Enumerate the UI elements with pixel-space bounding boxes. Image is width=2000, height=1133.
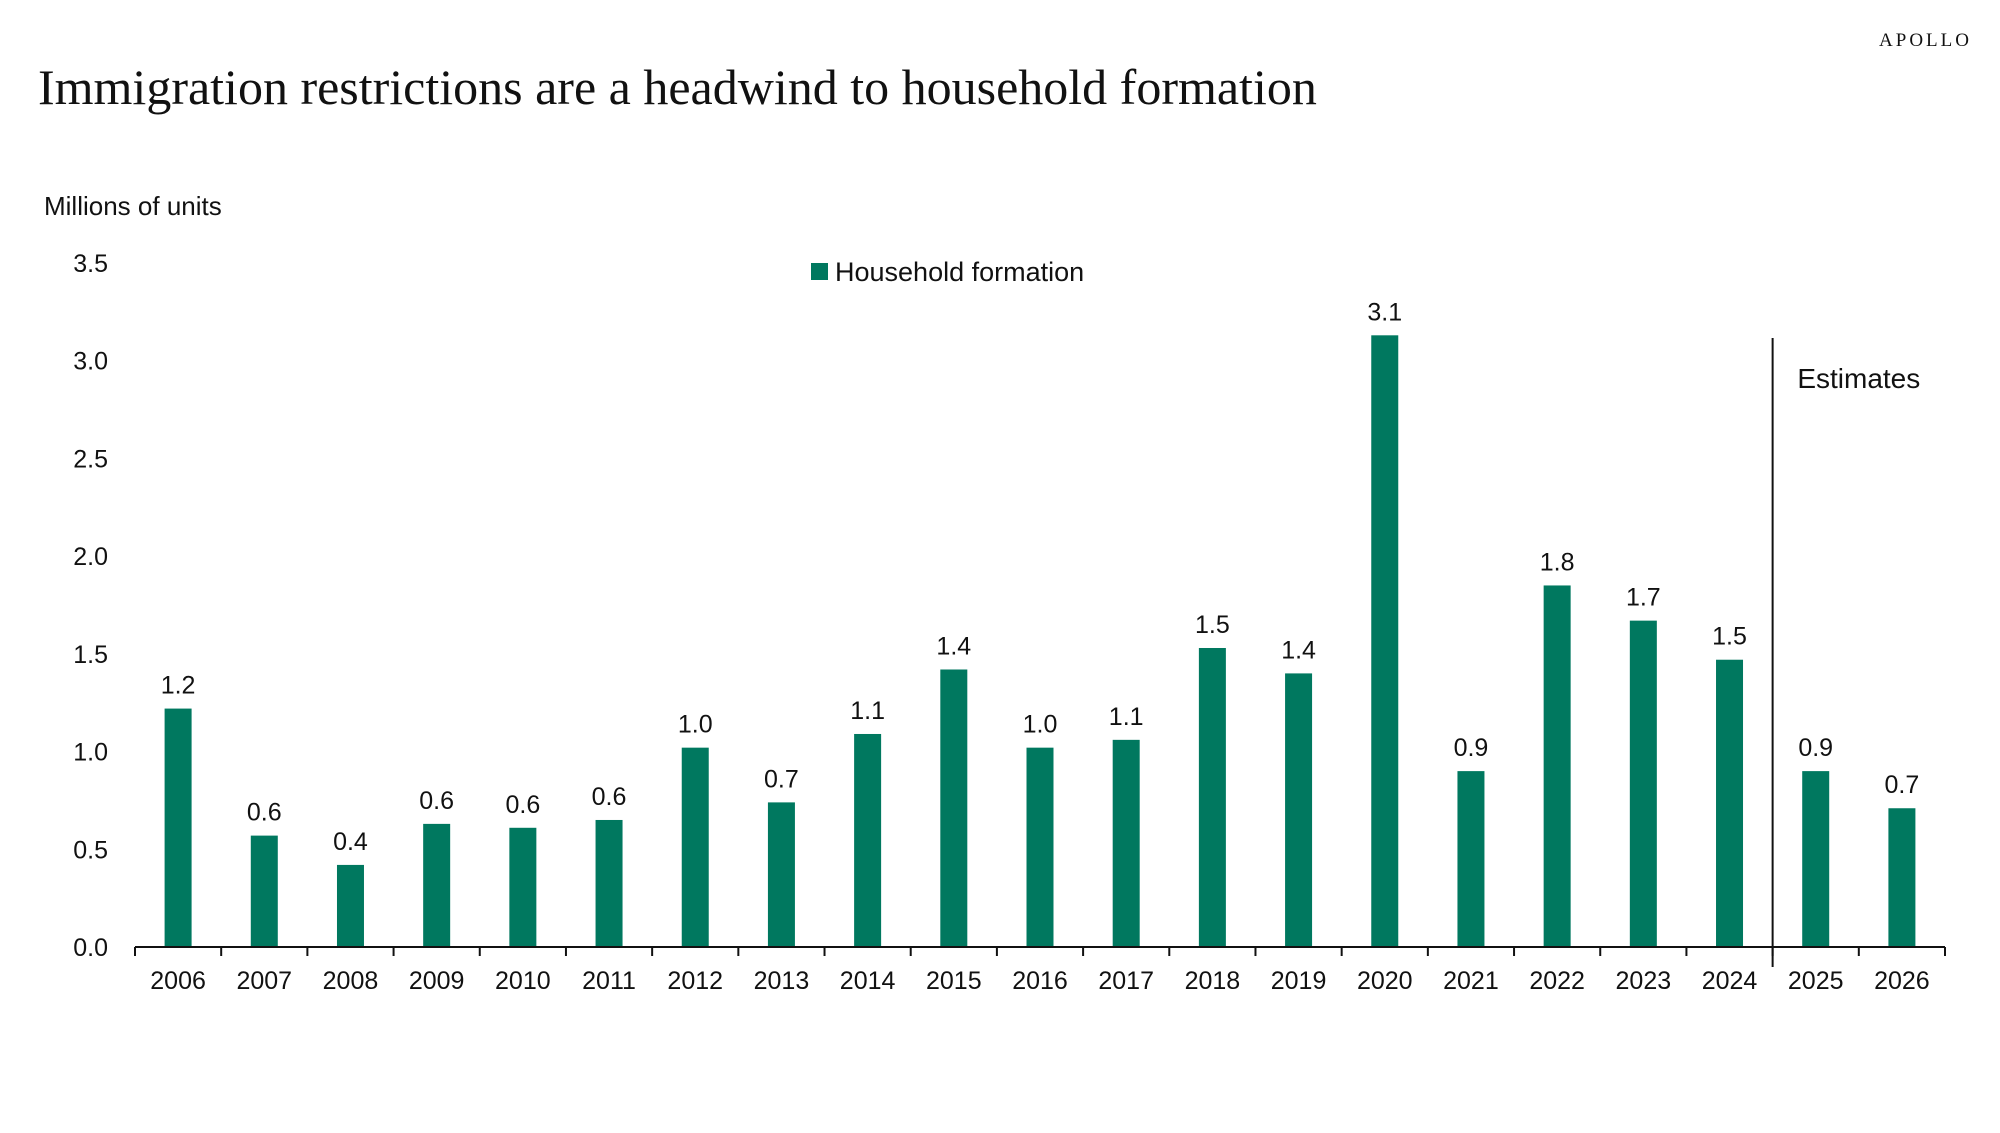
data-label-2014: 1.1 [850,697,885,725]
bar-2023 [1629,620,1657,947]
data-label-2010: 0.6 [505,791,540,819]
data-label-2012: 1.0 [678,711,713,739]
data-label-2019: 1.4 [1281,636,1316,664]
x-tick-label: 2018 [1185,967,1241,995]
x-tick-label: 2011 [582,967,636,995]
data-label-2009: 0.6 [419,787,454,815]
data-label-2023: 1.7 [1626,584,1661,612]
data-label-2008: 0.4 [333,828,368,856]
x-axis: 2006 2007 2008 2009 2010 2011 2012 2013 2014 2015… [134,946,1946,995]
x-tick-label: 2016 [1012,967,1068,995]
bar-2017 [1112,739,1140,947]
x-tick-label: 2009 [409,967,465,995]
y-axis: 0.0 0.5 1.0 1.5 2.0 2.5 3.0 3.5 [73,250,108,962]
estimates-label: Estimates [1797,363,1920,394]
x-tick-label: 2006 [150,967,206,995]
chart-title: Immigration restrictions are a headwind … [38,59,1317,115]
y-tick-label: 3.5 [73,250,108,278]
data-label-2013: 0.7 [764,765,799,793]
data-label-2016: 1.0 [1023,711,1058,739]
x-tick-label: 2023 [1616,967,1672,995]
x-tick-label: 2017 [1098,967,1154,995]
bar-2014 [854,733,882,947]
y-tick-label: 1.0 [73,739,108,767]
x-tick-label: 2012 [667,967,723,995]
y-tick-label: 1.5 [73,641,108,669]
y-tick-label: 2.5 [73,445,108,473]
y-tick-label: 3.0 [73,348,108,376]
bar-2013 [767,802,795,947]
x-tick-label: 2015 [926,967,982,995]
bar-2026 [1888,808,1916,947]
x-tick-label: 2020 [1357,967,1413,995]
bar-2021 [1457,771,1485,947]
data-label-2015: 1.4 [936,632,971,660]
data-label-2020: 3.1 [1367,298,1402,326]
bar-2022 [1543,585,1571,947]
x-tick-label: 2008 [323,967,379,995]
data-label-2025: 0.9 [1798,734,1833,762]
brand-logo: APOLLO [1879,30,1972,51]
bar-2008 [336,864,364,947]
x-tick-label: 2021 [1443,967,1499,995]
x-tick-label: 2007 [236,967,292,995]
legend-label: Household formation [835,257,1084,287]
data-label-2011: 0.6 [592,783,627,811]
data-label-2022: 1.8 [1540,548,1575,576]
data-label-2021: 0.9 [1454,734,1489,762]
y-axis-label: Millions of units [44,191,222,221]
x-tick-label: 2022 [1529,967,1585,995]
y-tick-label: 0.0 [73,934,108,962]
bars: 1.2 0.6 0.4 0.6 0.6 0.6 1.0 0.7 1.1 1.4 1.0 1.1 1.5 1… [161,298,1920,947]
x-tick-label: 2025 [1788,967,1844,995]
x-tick-label: 2026 [1874,967,1930,995]
data-label-2007: 0.6 [247,799,282,827]
bar-2016 [1026,747,1054,947]
data-label-2024: 1.5 [1712,623,1747,651]
bar-2010 [509,827,537,947]
bar-2006 [164,708,192,947]
x-tick-label: 2014 [840,967,896,995]
bar-2011 [595,819,623,947]
bar-2024 [1716,659,1744,947]
x-tick-label: 2024 [1702,967,1758,995]
bar-2018 [1198,647,1226,947]
bar-2019 [1285,673,1313,947]
estimates-annotation: Estimates [1771,338,1920,967]
bar-2025 [1802,771,1830,947]
data-label-2017: 1.1 [1109,703,1144,731]
y-tick-label: 0.5 [73,836,108,864]
y-tick-label: 2.0 [73,543,108,571]
data-label-2026: 0.7 [1885,771,1920,799]
bar-2012 [681,747,709,947]
data-label-2006: 1.2 [161,672,196,700]
bar-2009 [423,823,451,947]
legend: Household formation [811,257,1084,287]
x-tick-label: 2013 [754,967,810,995]
bar-2020 [1371,335,1399,947]
bar-2007 [250,835,278,947]
bar-2015 [940,669,968,947]
x-tick-label: 2019 [1271,967,1327,995]
data-label-2018: 1.5 [1195,611,1230,639]
x-tick-label: 2010 [495,967,551,995]
legend-swatch [811,263,828,280]
